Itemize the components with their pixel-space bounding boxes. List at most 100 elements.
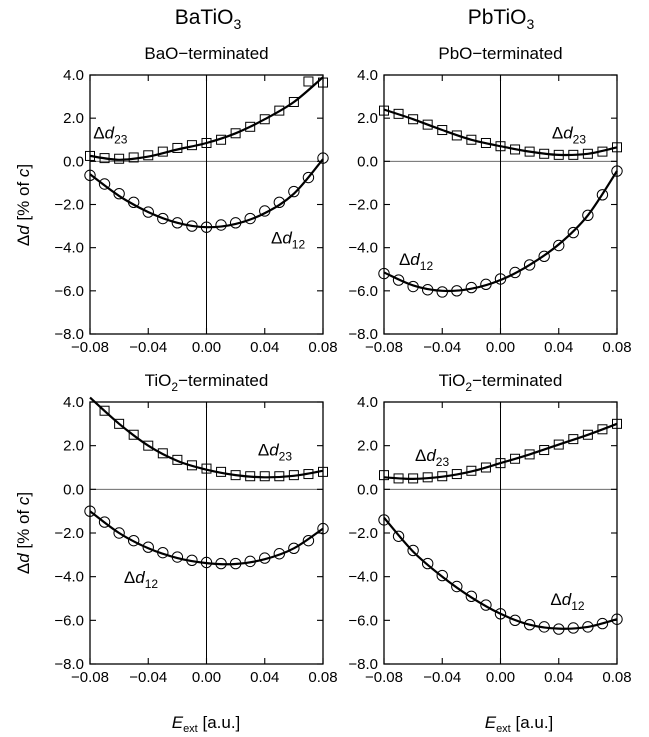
x-tick-label: 0.08: [602, 669, 631, 686]
point-d12: [259, 205, 271, 217]
point-d12: [494, 608, 507, 620]
point-d23: [495, 458, 506, 469]
point-d12: [465, 590, 478, 603]
point-d23: [318, 466, 328, 477]
point-d12: [407, 544, 419, 557]
point-d23: [379, 470, 389, 481]
point-d23: [245, 121, 256, 132]
y-tick-label: 2.0: [357, 110, 378, 127]
point-d12: [157, 546, 169, 559]
point-d12: [465, 281, 478, 294]
point-d23: [186, 140, 197, 151]
svg-text:Δd [% of c]: Δd [% of c]: [14, 492, 33, 574]
point-d12: [317, 522, 329, 535]
x-tick-label: −0.08: [71, 669, 109, 686]
point-d23: [524, 449, 535, 460]
point-d12: [84, 169, 96, 182]
point-d12: [273, 196, 286, 209]
point-d23: [510, 453, 521, 464]
x-tick-label: 0.08: [602, 339, 631, 356]
point-d12: [317, 152, 329, 164]
y-tick-label: −4.0: [54, 240, 84, 257]
panel-title: PbO−terminated: [438, 44, 562, 63]
point-d23: [245, 471, 256, 482]
fit-curve-d23: [89, 396, 324, 479]
point-d12: [171, 217, 184, 229]
point-d23: [437, 471, 448, 482]
point-d23: [143, 440, 154, 451]
x-tick-label: 0.00: [192, 669, 221, 686]
y-tick-label: 0.0: [63, 481, 84, 498]
point-d23: [422, 119, 433, 130]
point-d12: [509, 614, 521, 627]
point-d23: [524, 146, 535, 157]
x-tick-label: 0.00: [192, 339, 221, 356]
point-d23: [99, 153, 110, 164]
fit-curve-d12: [383, 170, 618, 293]
point-d23: [318, 77, 328, 88]
point-d23: [186, 460, 197, 471]
point-d12: [451, 285, 463, 297]
point-d12: [596, 617, 609, 630]
point-d12: [84, 505, 96, 517]
panel-title: TiO2−terminated: [145, 371, 269, 394]
point-d12: [567, 622, 580, 634]
point-d12: [494, 273, 507, 285]
point-d12: [302, 171, 315, 184]
point-d23: [393, 473, 404, 484]
point-d23: [114, 418, 125, 429]
point-d12: [611, 613, 623, 625]
panel-4: TiO2−terminated 4.0 2.0 0.0 −2.0 −4.0 −6.0 −8.0…: [348, 371, 631, 686]
point-d23: [128, 429, 139, 440]
y-tick-label: −4.0: [348, 569, 378, 586]
y-tick-label: −2.0: [348, 197, 378, 214]
x-tick-label: 0.08: [308, 669, 337, 686]
point-d23: [114, 153, 125, 164]
x-tick-label: −0.08: [71, 339, 109, 356]
point-d12: [142, 541, 154, 553]
point-d12: [186, 554, 198, 566]
point-d23: [172, 142, 183, 153]
point-d12: [259, 552, 271, 564]
point-d12: [229, 557, 242, 570]
point-d12: [302, 534, 315, 547]
fit-curve-d23: [89, 76, 324, 161]
point-d12: [538, 250, 550, 262]
y-tick-label: −8.0: [54, 656, 84, 673]
point-d12: [407, 280, 419, 293]
point-d23: [259, 471, 270, 482]
point-d23: [553, 149, 564, 160]
point-d12: [538, 621, 550, 633]
point-d12: [392, 274, 405, 286]
fit-curve-d12: [89, 510, 324, 566]
point-d23: [259, 114, 270, 125]
point-d12: [200, 556, 213, 569]
point-d12: [480, 599, 492, 611]
point-d12: [215, 219, 227, 231]
point-d23: [216, 134, 227, 145]
point-d12: [436, 286, 448, 298]
point-d23: [612, 142, 622, 153]
point-d23: [553, 439, 564, 450]
y-tick-label: 2.0: [357, 438, 378, 455]
panel-2: PbO−terminated4.02.00.0−2.0−4.0−6.0−8.0−…: [348, 44, 631, 356]
y-tick-label: 0.0: [63, 153, 84, 170]
y-tick-label: −4.0: [54, 569, 84, 586]
panel-3: TiO2−terminated 4.0 2.0 0.0 −2.0 −4.0 −6.0 −8.0…: [54, 371, 337, 686]
point-d23: [172, 454, 183, 465]
point-d23: [393, 108, 404, 119]
point-d12: [288, 185, 300, 198]
point-d12: [244, 555, 256, 568]
point-d23: [451, 130, 462, 141]
point-d23: [466, 465, 477, 476]
point-d12: [98, 178, 111, 190]
point-d23: [408, 473, 419, 484]
panel-title: BaO−terminated: [144, 44, 268, 63]
point-d23: [480, 462, 491, 473]
y-tick-label: −4.0: [348, 240, 378, 257]
x-tick-label: 0.08: [308, 339, 337, 356]
y-tick-label: −6.0: [348, 283, 378, 300]
point-d23: [99, 405, 110, 416]
x-tick-label: 0.04: [250, 669, 279, 686]
